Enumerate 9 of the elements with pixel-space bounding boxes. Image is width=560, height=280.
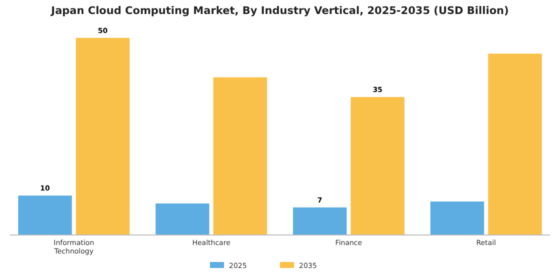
- bar: [350, 97, 404, 235]
- bar: [430, 201, 484, 235]
- bar: [18, 196, 72, 235]
- bar: [292, 207, 347, 235]
- bar: [76, 38, 130, 235]
- bar: [213, 77, 268, 235]
- bar: [488, 54, 542, 235]
- chart-title: Japan Cloud Computing Market, By Industry Vertical, 2025-2035 (USD Billion): [50, 5, 509, 17]
- bar: [156, 203, 210, 235]
